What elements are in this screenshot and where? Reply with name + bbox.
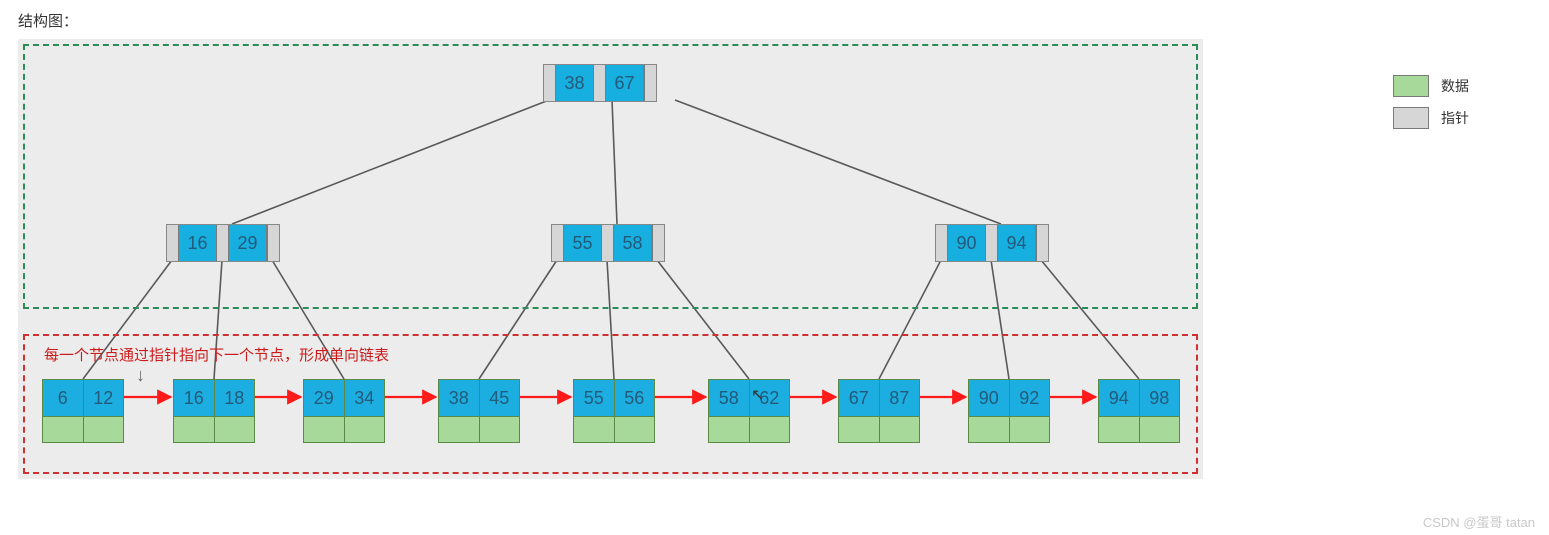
leaf-key: 18 xyxy=(215,380,255,416)
pointer-cell xyxy=(167,225,179,261)
leaf-data xyxy=(1099,417,1140,442)
pointer-cell xyxy=(552,225,564,261)
leaf-data xyxy=(969,417,1010,442)
watermark: CSDN @蛋哥 tatan xyxy=(1423,512,1535,531)
mid-node-2: 90 94 xyxy=(935,224,1049,262)
leaf-key: 58 xyxy=(709,380,750,416)
leaf-key: 92 xyxy=(1010,380,1050,416)
key-cell: 16 xyxy=(179,225,217,261)
mid-node-0: 1629 xyxy=(166,224,280,262)
leaf-node-8: 9498 xyxy=(1098,379,1180,443)
key-cell: 90 xyxy=(948,225,986,261)
leaf-annotation-text: 每一个节点通过指针指向下一个节点，形成单向链表 xyxy=(44,344,389,365)
pointer-cell xyxy=(1036,225,1048,261)
leaf-key: 98 xyxy=(1140,380,1180,416)
leaf-data xyxy=(43,417,84,442)
leaf-node-4: 5556 xyxy=(573,379,655,443)
leaf-key: 12 xyxy=(84,380,124,416)
leaf-key: 67 xyxy=(839,380,880,416)
mid-node-1: 55 58 xyxy=(551,224,665,262)
root-node: 38 67 xyxy=(543,64,657,102)
legend-label-data: 数据 xyxy=(1441,76,1469,96)
leaf-node-2: 2934 xyxy=(303,379,385,443)
key-cell: 29 xyxy=(229,225,267,261)
leaf-key: 16 xyxy=(174,380,215,416)
leaf-key: 6 xyxy=(43,380,84,416)
legend-swatch-ptr xyxy=(1393,107,1429,129)
leaf-data xyxy=(345,417,385,442)
leaf-data xyxy=(1140,417,1180,442)
diagram-canvas: 3867162955589094612161829343845555658626… xyxy=(18,39,1203,479)
leaf-data xyxy=(709,417,750,442)
key-cell: 38 xyxy=(556,65,594,101)
leaf-data xyxy=(1010,417,1050,442)
leaf-key: 56 xyxy=(615,380,655,416)
leaf-node-3: 3845 xyxy=(438,379,520,443)
leaf-node-5: 5862 xyxy=(708,379,790,443)
leaf-node-6: 6787 xyxy=(838,379,920,443)
leaf-key: 34 xyxy=(345,380,385,416)
leaf-data xyxy=(615,417,655,442)
leaf-node-0: 612 xyxy=(42,379,124,443)
key-cell: 94 xyxy=(998,225,1036,261)
legend-row-ptr: 指针 xyxy=(1393,107,1469,129)
legend-swatch-data xyxy=(1393,75,1429,97)
diagram-title: 结构图： xyxy=(0,0,1549,39)
leaf-data xyxy=(880,417,920,442)
leaf-node-7: 9092 xyxy=(968,379,1050,443)
legend-row-data: 数据 xyxy=(1393,75,1469,97)
leaf-data xyxy=(304,417,345,442)
key-cell: 58 xyxy=(614,225,652,261)
leaf-key: 94 xyxy=(1099,380,1140,416)
leaf-key: 45 xyxy=(480,380,520,416)
pointer-cell xyxy=(644,65,656,101)
leaf-key: 55 xyxy=(574,380,615,416)
leaf-data xyxy=(750,417,790,442)
legend: 数据 指针 xyxy=(1393,75,1469,139)
leaf-data xyxy=(574,417,615,442)
pointer-cell xyxy=(594,65,606,101)
key-cell: 55 xyxy=(564,225,602,261)
leaf-data xyxy=(439,417,480,442)
leaf-data xyxy=(480,417,520,442)
pointer-cell xyxy=(986,225,998,261)
leaf-data xyxy=(215,417,255,442)
pointer-cell xyxy=(217,225,229,261)
legend-label-ptr: 指针 xyxy=(1441,108,1469,128)
key-cell: 67 xyxy=(606,65,644,101)
leaf-data xyxy=(174,417,215,442)
leaf-key: 90 xyxy=(969,380,1010,416)
leaf-key: 38 xyxy=(439,380,480,416)
leaf-key: 62 xyxy=(750,380,790,416)
pointer-cell xyxy=(936,225,948,261)
leaf-key: 29 xyxy=(304,380,345,416)
leaf-node-1: 1618 xyxy=(173,379,255,443)
leaf-data xyxy=(839,417,880,442)
pointer-cell xyxy=(544,65,556,101)
leaf-key: 87 xyxy=(880,380,920,416)
down-arrow-icon: ↓ xyxy=(136,365,145,386)
pointer-cell xyxy=(652,225,664,261)
pointer-cell xyxy=(267,225,279,261)
pointer-cell xyxy=(602,225,614,261)
leaf-data xyxy=(84,417,124,442)
